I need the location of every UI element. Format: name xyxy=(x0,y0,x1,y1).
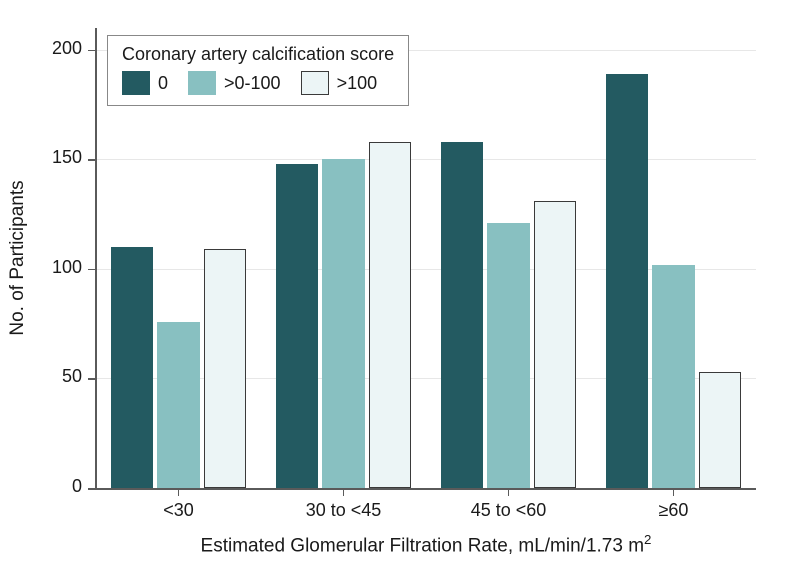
legend-items: 0 >0-100 >100 xyxy=(122,71,394,95)
bar xyxy=(369,142,411,488)
legend: Coronary artery calcification score 0 >0-1… xyxy=(107,35,409,106)
bar xyxy=(204,249,246,488)
y-tick-label: 200 xyxy=(0,38,82,59)
bar xyxy=(699,372,741,488)
bar xyxy=(487,223,529,488)
x-tick-label: ≥60 xyxy=(594,500,754,521)
y-tick xyxy=(88,269,96,271)
legend-title: Coronary artery calcification score xyxy=(122,44,394,65)
y-axis-line xyxy=(95,28,97,489)
legend-swatch xyxy=(301,71,329,95)
legend-item: >0-100 xyxy=(188,71,281,95)
y-tick-label: 50 xyxy=(0,366,82,387)
x-tick xyxy=(178,488,180,496)
x-tick-label: <30 xyxy=(99,500,259,521)
bar xyxy=(322,159,364,488)
y-tick-label: 150 xyxy=(0,147,82,168)
x-tick xyxy=(673,488,675,496)
bar xyxy=(652,265,694,488)
bar xyxy=(441,142,483,488)
bar xyxy=(111,247,153,488)
x-tick xyxy=(508,488,510,496)
y-tick-label: 0 xyxy=(0,476,82,497)
legend-item: >100 xyxy=(301,71,378,95)
y-tick xyxy=(88,378,96,380)
bar-chart: 050100150200No. of Participants<3030 to … xyxy=(0,0,798,588)
y-tick xyxy=(88,50,96,52)
x-tick xyxy=(343,488,345,496)
bar xyxy=(606,74,648,488)
legend-swatch xyxy=(122,71,150,95)
bar xyxy=(276,164,318,488)
bar xyxy=(157,322,199,488)
bar xyxy=(534,201,576,488)
legend-label: >100 xyxy=(337,73,378,94)
legend-label: 0 xyxy=(158,73,168,94)
y-tick xyxy=(88,488,96,490)
x-axis-title: Estimated Glomerular Filtration Rate, mL… xyxy=(96,532,756,557)
legend-swatch xyxy=(188,71,216,95)
gridline xyxy=(96,159,756,160)
legend-item: 0 xyxy=(122,71,168,95)
x-tick-label: 45 to <60 xyxy=(429,500,589,521)
x-tick-label: 30 to <45 xyxy=(264,500,424,521)
y-tick xyxy=(88,159,96,161)
y-axis-title: No. of Participants xyxy=(7,180,29,335)
x-axis-line xyxy=(96,488,756,490)
legend-label: >0-100 xyxy=(224,73,281,94)
